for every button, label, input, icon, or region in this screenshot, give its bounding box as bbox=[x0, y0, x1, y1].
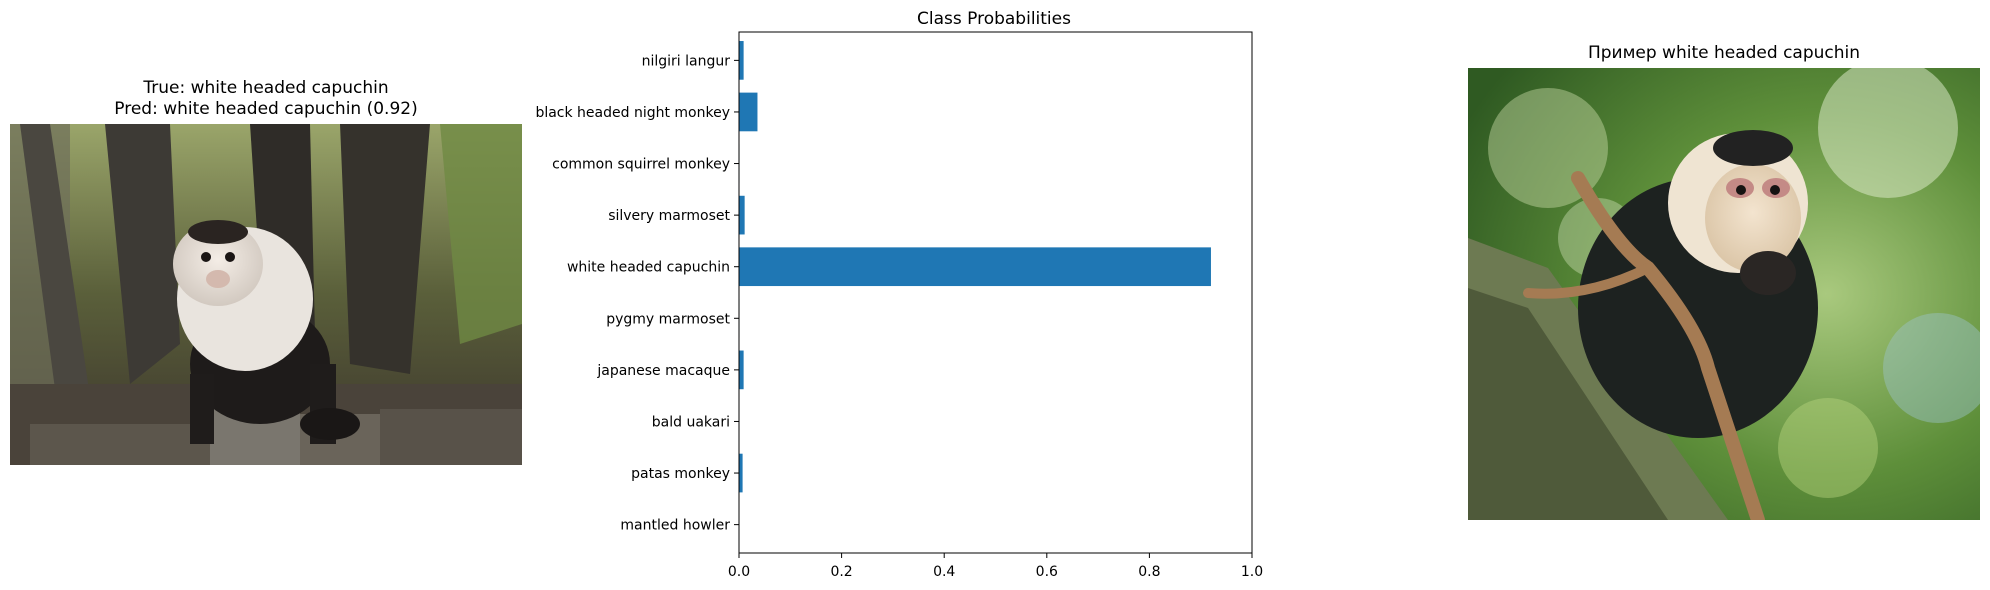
y-tick-label: nilgiri langur bbox=[642, 53, 731, 69]
bar-black-headed-night-monkey bbox=[739, 92, 758, 132]
plot-frame bbox=[738, 31, 1253, 554]
y-ticks-layer: mantled howler patas monkey bald uakari jap… bbox=[535, 53, 739, 534]
right-panel-title: Пример white headed capuchin bbox=[1587, 43, 1861, 63]
y-tick-label: common squirrel monkey bbox=[552, 157, 730, 173]
y-tick-label: pygmy marmoset bbox=[606, 311, 730, 327]
y-tick-label: bald uakari bbox=[652, 414, 730, 430]
true-label: True: white headed capuchin bbox=[143, 78, 389, 98]
left-monkey-photo bbox=[10, 124, 522, 465]
bar-nilgiri-langur bbox=[739, 41, 744, 80]
bars-layer bbox=[739, 41, 1211, 493]
bar-japanese-macaque bbox=[739, 350, 744, 390]
x-tick-label: 0.6 bbox=[1036, 564, 1058, 580]
bar-patas-monkey bbox=[739, 453, 743, 493]
x-tick-label: 0.8 bbox=[1138, 564, 1160, 580]
y-tick-label: white headed capuchin bbox=[567, 260, 730, 276]
y-tick-label: patas monkey bbox=[631, 466, 730, 482]
y-tick-label: japanese macaque bbox=[596, 363, 730, 379]
left-panel-title: True: white headed capuchin Pred: white … bbox=[10, 78, 522, 120]
right-photo-art bbox=[1468, 68, 1980, 520]
chart-title: Class Probabilities bbox=[917, 9, 1071, 29]
y-tick-label: mantled howler bbox=[620, 518, 730, 534]
x-tick-label: 0.4 bbox=[933, 564, 955, 580]
y-tick-label: silvery marmoset bbox=[608, 208, 730, 224]
bar-silvery-marmoset bbox=[739, 195, 745, 235]
x-tick-label: 0.2 bbox=[830, 564, 852, 580]
x-tick-label: 1.0 bbox=[1241, 564, 1263, 580]
left-photo-art bbox=[10, 124, 522, 465]
pred-label: Pred: white headed capuchin (0.92) bbox=[114, 99, 418, 119]
y-tick-label: black headed night monkey bbox=[535, 105, 730, 121]
x-ticks-layer: 0.0 0.2 0.4 0.6 0.8 1.0 bbox=[728, 553, 1263, 580]
right-monkey-photo bbox=[1468, 68, 1980, 520]
x-tick-label: 0.0 bbox=[728, 564, 750, 580]
bar-white-headed-capuchin bbox=[739, 247, 1211, 287]
